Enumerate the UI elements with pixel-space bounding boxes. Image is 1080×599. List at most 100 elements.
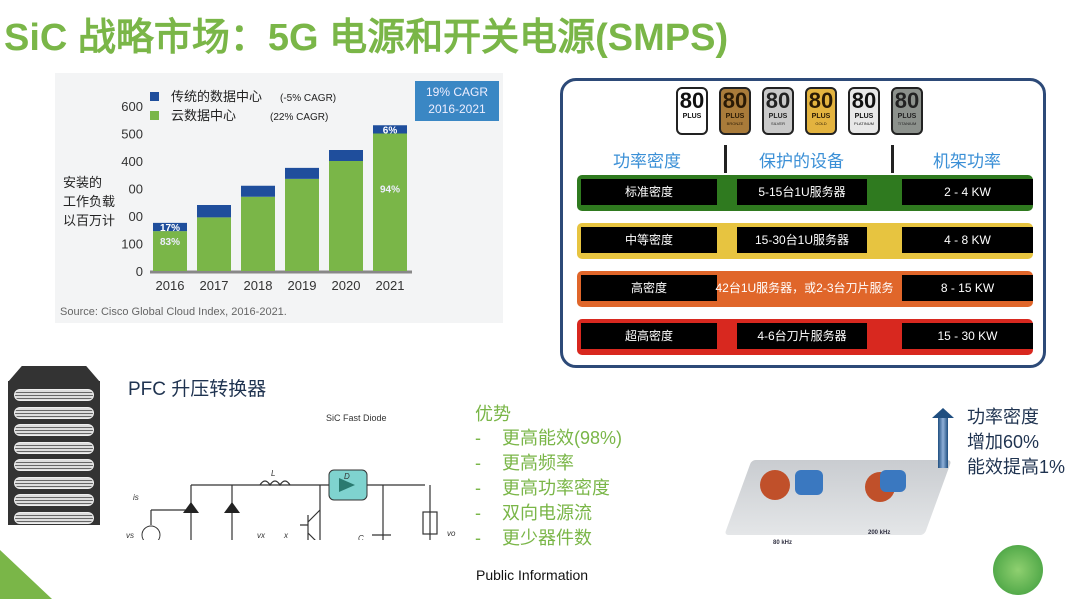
equipment-cell: 4-6台刀片服务器 [737, 323, 867, 349]
x-tick-label: 2021 [376, 278, 405, 293]
chart-source: Source: Cisco Global Cloud Index, 2016-2… [60, 306, 287, 318]
x-tick-label: 2020 [332, 278, 361, 293]
arrow-up-icon [932, 408, 954, 468]
inductor-coil [760, 470, 790, 500]
diode-icon [339, 478, 355, 492]
server-slot [14, 389, 94, 401]
y-tick-label: 00 [129, 209, 143, 224]
bar-cloud-2021 [373, 133, 407, 271]
density-cell: 超高密度 [581, 323, 717, 349]
footer-label: Public Information [476, 567, 589, 583]
x-tick-label: 2016 [156, 278, 185, 293]
density-cell: 高密度 [581, 275, 717, 301]
advantage-item: - 更少器件数 [475, 528, 592, 548]
y-tick-label: 00 [129, 182, 143, 197]
advantages-title: 优势 [475, 404, 511, 424]
chart-svg: 0 100 00 00 400 500 600 2016 2017 2018 2019 2020 202… [121, 99, 412, 293]
equipment-cell: 42台1U服务器，或2-3台刀片服务器 [715, 281, 894, 321]
power-cell: 2 - 4 KW [902, 179, 1033, 205]
x-tick-label: 2017 [200, 278, 229, 293]
power-cell: 4 - 8 KW [902, 227, 1033, 253]
workload-chart: 0 100 00 00 400 500 600 2016 2017 2018 2019 2020 202… [55, 73, 503, 323]
server-rack-top [8, 366, 100, 382]
80-plus-badge-gold: 80 PLUS GOLD [805, 87, 837, 135]
density-row: 高密度 42台1U服务器，或2-3台刀片服务器 8 - 15 KW [577, 271, 1033, 321]
pfc-title: PFC 升压转换器 [128, 379, 267, 400]
server-slot [14, 494, 94, 506]
bar-cloud-2019 [285, 178, 319, 271]
bar-cloud-2017 [197, 217, 231, 271]
server-rack-icon [8, 381, 100, 525]
data-label-traditional: 17% [160, 223, 180, 234]
y-tick-label: 100 [121, 237, 143, 252]
bridge-diodes [183, 502, 240, 513]
gain-line-1: 功率密度 [967, 407, 1039, 427]
pfc-circuit-diagram: SiC Fast Diode L D C x is vs vx vo [126, 413, 456, 540]
advantage-text: 双向电源流 [502, 503, 592, 523]
bar-traditional-2019 [285, 167, 319, 179]
bar-traditional-2017 [197, 205, 231, 218]
power-cell: 8 - 15 KW [902, 275, 1033, 301]
capacitor-label: C [358, 534, 364, 540]
divider [891, 145, 894, 173]
ac-source-icon [141, 525, 161, 540]
y-tick-label: 0 [136, 264, 143, 279]
legend-traditional: 传统的数据中心 (-5% CAGR) [150, 86, 336, 105]
bar-traditional-2018 [241, 185, 275, 197]
bar-traditional-2020 [329, 150, 363, 161]
y-tick-label: 500 [121, 127, 143, 142]
density-cell: 中等密度 [581, 227, 717, 253]
80-plus-badge-silver: 80 PLUS SILVER [762, 87, 794, 135]
advantage-text: 更高能效(98%) [502, 428, 623, 448]
density-row: 中等密度 15-30台1U服务器 4 - 8 KW [577, 223, 1033, 259]
capacitor [880, 470, 906, 492]
y-tick-label: 600 [121, 99, 143, 114]
equipment-cell: 5-15台1U服务器 [737, 179, 867, 205]
data-label-cloud: 83% [160, 237, 180, 248]
capacitor [795, 470, 823, 495]
advantage-item: - 双向电源流 [475, 503, 592, 523]
vo-label: vo [447, 529, 456, 538]
diode-label: SiC Fast Diode [326, 413, 387, 423]
server-slot [14, 424, 94, 436]
header-power: 机架功率 [933, 152, 1001, 171]
bar-cloud-2020 [329, 161, 363, 271]
data-label-traditional: 6% [383, 125, 398, 136]
equipment-cell: 15-30台1U服务器 [737, 227, 867, 253]
gain-line-2: 增加60% [967, 432, 1040, 452]
d-label: D [344, 472, 350, 481]
advantage-text: 更高功率密度 [502, 478, 610, 498]
x-tick-label: 2018 [244, 278, 273, 293]
advantage-item: - 更高频率 [475, 453, 574, 473]
80-plus-badge-bronze: 80 PLUS BRONZE [719, 87, 751, 135]
server-slot [14, 511, 94, 524]
power-supply-boards-photo [724, 460, 952, 535]
80-plus-badge-platinum: 80 PLUS PLATINUM [848, 87, 880, 135]
data-label-cloud: 94% [380, 184, 400, 195]
header-equipment: 保护的设备 [759, 152, 844, 171]
board-label-200khz: 200 kHz [868, 530, 891, 536]
slide-title: SiC 战略市场：5G 电源和开关电源(SMPS) [4, 17, 729, 59]
legend-cloud: 云数据中心 (22% CAGR) [150, 105, 328, 124]
server-slot [14, 476, 94, 489]
is-label: is [133, 493, 139, 502]
inductor-label: L [271, 469, 275, 478]
80-plus-badge: 80 PLUS [676, 87, 708, 135]
advantage-item: - 更高功率密度 [475, 478, 610, 498]
watermark-logo [993, 545, 1043, 595]
bar-cloud-2018 [241, 196, 275, 271]
header-density: 功率密度 [613, 152, 681, 171]
vs-label: vs [126, 531, 134, 540]
divider [724, 145, 727, 173]
y-axis-label: 安装的 工作负载 以百万计 [55, 173, 125, 230]
advantage-text: 更少器件数 [502, 528, 592, 548]
x-tick-label: 2019 [288, 278, 317, 293]
bar-traditional-2016 [153, 222, 187, 232]
switch-label: x [283, 531, 289, 540]
y-tick-label: 400 [121, 154, 143, 169]
cagr-box: 19% CAGR 2016-2021 [415, 81, 499, 121]
efficiency-panel: 80 PLUS 80 PLUS BRONZE 80 PLUS SILVER 80 PLUS GOLD… [560, 78, 1046, 368]
vx-label: vx [257, 531, 266, 540]
server-slot [14, 459, 94, 471]
density-cell: 标准密度 [581, 179, 717, 205]
